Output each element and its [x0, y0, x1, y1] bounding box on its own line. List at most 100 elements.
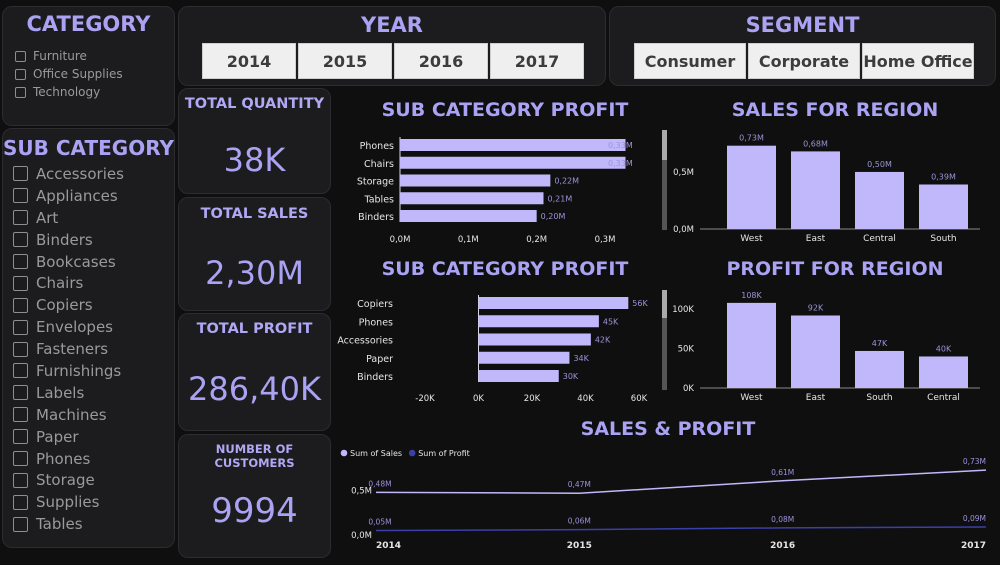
sub-category-item[interactable]: Furnishings	[13, 360, 124, 382]
data-label: 45K	[603, 317, 619, 326]
x-tick-label: 0,2M	[526, 235, 547, 245]
sub-category-label: Envelopes	[36, 318, 113, 337]
category-tick-label: Phones	[359, 317, 393, 328]
sub-category-item[interactable]: Paper	[13, 426, 124, 448]
kpi-title: TOTAL SALES	[200, 206, 309, 222]
y-tick-label: 0,0M	[351, 531, 372, 541]
sub-category-item[interactable]: Appliances	[13, 185, 124, 207]
x-tick-label: 2015	[567, 541, 592, 551]
checkbox-icon[interactable]	[13, 188, 28, 204]
legend-label: Sum of Profit	[418, 449, 470, 458]
data-label: 0,09M	[963, 514, 986, 523]
category-tick-label: Chairs	[364, 159, 394, 170]
sub-category-item[interactable]: Accessories	[13, 163, 124, 185]
category-tick-label: Binders	[357, 372, 393, 383]
checkbox-icon[interactable]	[13, 385, 28, 401]
sub-category-item[interactable]: Labels	[13, 382, 124, 404]
data-label: 0,39M	[931, 172, 956, 181]
checkbox-icon[interactable]	[13, 516, 28, 532]
bar	[855, 350, 904, 388]
category-tick-label: Storage	[357, 177, 394, 188]
sub-category-item[interactable]: Chairs	[13, 272, 124, 294]
sub-category-item[interactable]: Binders	[13, 229, 124, 251]
sub-category-item[interactable]: Fasteners	[13, 338, 124, 360]
scrollbar-thumb-region-profit[interactable]	[662, 290, 667, 318]
sub-category-item[interactable]: Tables	[13, 513, 124, 535]
checkbox-icon[interactable]	[13, 254, 28, 269]
checkbox-icon[interactable]	[13, 319, 28, 335]
bar	[478, 351, 570, 364]
data-label: 0,73M	[963, 457, 986, 466]
checkbox-icon[interactable]	[13, 429, 28, 445]
sub-category-label: Paper	[36, 427, 79, 446]
x-tick-label: 0,3M	[595, 235, 616, 245]
sub-category-item[interactable]: Machines	[13, 404, 124, 426]
segment-button-corporate[interactable]: Corporate	[748, 43, 860, 79]
category-title: CATEGORY	[26, 12, 151, 36]
checkbox-icon[interactable]	[13, 297, 28, 313]
sub-category-item[interactable]: Storage	[13, 469, 124, 491]
x-tick-label: 40K	[577, 394, 594, 404]
segment-title: SEGMENT	[745, 13, 860, 37]
data-label: 0,61M	[771, 468, 794, 477]
year-button-2017[interactable]: 2017	[490, 43, 584, 79]
checkbox-icon[interactable]	[13, 494, 28, 510]
kpi-value: 286,40K	[188, 370, 321, 408]
checkbox-icon[interactable]	[13, 166, 28, 182]
sub-category-item[interactable]: Bookcases	[13, 251, 124, 273]
checkbox-icon[interactable]	[13, 232, 28, 248]
chart-title-subcat-sales: SUB CATEGORY PROFIT	[382, 99, 629, 121]
sub-category-item[interactable]: Supplies	[13, 491, 124, 513]
subcat-profit-chart: Copiers 56K Phones 45K Accessories 42K Paper 34…	[337, 295, 648, 404]
category-item-office-supplies[interactable]: Office Supplies	[15, 65, 123, 83]
category-item-technology[interactable]: Technology	[15, 83, 123, 101]
checkbox-icon[interactable]	[15, 68, 26, 80]
year-slicer: YEAR 2014 2015 2016 2017	[178, 6, 606, 86]
scrollbar-region-sales[interactable]	[662, 130, 667, 230]
data-label: 0,68M	[803, 139, 828, 148]
year-button-2014[interactable]: 2014	[202, 43, 296, 79]
sub-category-label: Art	[36, 208, 59, 227]
checkbox-icon[interactable]	[13, 451, 28, 467]
segment-button-home-office[interactable]: Home Office	[862, 43, 974, 79]
sub-category-label: Bookcases	[36, 252, 116, 271]
checkbox-icon[interactable]	[13, 341, 28, 357]
x-tick-label: 60K	[631, 394, 648, 404]
category-item-furniture[interactable]: Furniture	[15, 47, 123, 65]
checkbox-icon[interactable]	[15, 86, 26, 98]
sub-category-item[interactable]: Envelopes	[13, 316, 124, 338]
checkbox-icon[interactable]	[13, 275, 28, 291]
bar	[478, 297, 629, 309]
sub-category-slicer: SUB CATEGORY	[2, 128, 175, 548]
sub-category-item[interactable]: Phones	[13, 448, 124, 470]
kpi-number-of-customers: NUMBER OF CUSTOMERS 9994	[178, 434, 331, 558]
data-label: 0,08M	[771, 515, 794, 524]
series-line	[375, 469, 987, 494]
category-tick-label: South	[866, 393, 892, 403]
data-label: 0,22M	[554, 177, 579, 186]
sub-category-label: Accessories	[36, 164, 124, 183]
checkbox-icon[interactable]	[15, 50, 26, 62]
x-tick-label: 0K	[473, 394, 484, 404]
checkbox-icon[interactable]	[13, 472, 28, 488]
scrollbar-thumb-region-sales[interactable]	[662, 130, 667, 160]
data-label: 0,21M	[548, 194, 573, 203]
checkbox-icon[interactable]	[13, 210, 28, 226]
data-label: 0,48M	[368, 479, 391, 488]
checkbox-icon[interactable]	[13, 407, 28, 423]
sub-category-label: Phones	[36, 449, 91, 468]
legend-label: Sum of Sales	[350, 449, 402, 458]
sub-category-item[interactable]: Copiers	[13, 294, 124, 316]
sub-category-label: Chairs	[36, 274, 84, 293]
data-label: 0,47M	[568, 480, 591, 489]
data-label: 92K	[808, 303, 824, 312]
checkbox-icon[interactable]	[13, 363, 28, 379]
segment-button-consumer[interactable]: Consumer	[634, 43, 746, 79]
scrollbar-region-profit[interactable]	[662, 290, 667, 390]
bar	[400, 174, 551, 187]
bar	[400, 210, 537, 222]
year-button-2016[interactable]: 2016	[394, 43, 488, 79]
year-button-2015[interactable]: 2015	[298, 43, 392, 79]
subcat-sales-chart: Phones 0,33M Chairs 0,33M Storage 0,22M Tables…	[357, 137, 633, 245]
sub-category-item[interactable]: Art	[13, 207, 124, 229]
